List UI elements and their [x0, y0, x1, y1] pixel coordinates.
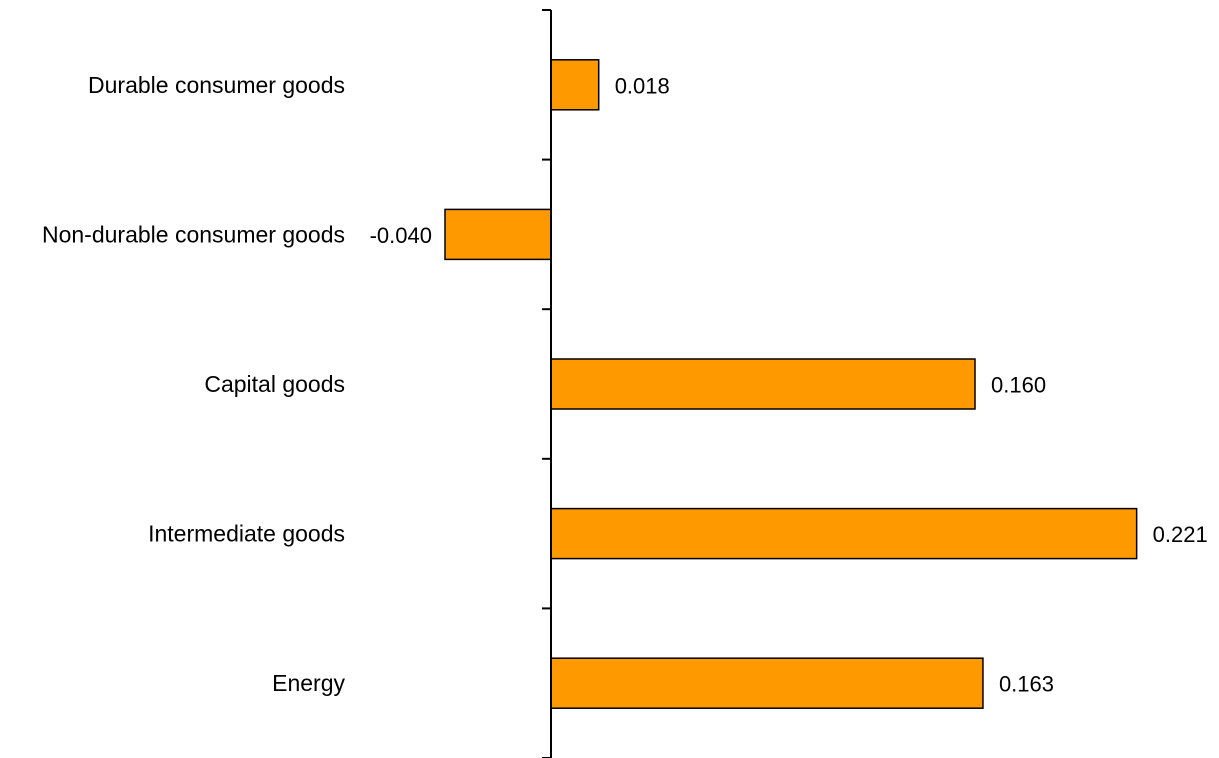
value-label: -0.040 — [370, 223, 432, 248]
category-label: Energy — [272, 670, 345, 696]
category-label: Capital goods — [204, 371, 345, 397]
bar — [550, 59, 600, 111]
bar — [444, 208, 552, 261]
bar — [550, 657, 984, 709]
value-label: 0.163 — [999, 672, 1054, 697]
bars — [444, 59, 1138, 709]
bar — [550, 507, 1138, 560]
category-label: Intermediate goods — [148, 521, 345, 547]
value-labels: 0.018 -0.040 0.160 0.221 0.163 — [370, 73, 1208, 696]
value-label: 0.221 — [1153, 522, 1208, 547]
category-axis-ticks — [542, 9, 551, 758]
value-label: 0.018 — [615, 73, 670, 98]
category-label: Durable consumer goods — [88, 72, 345, 98]
bar — [550, 358, 976, 410]
category-labels: Durable consumer goods Non-durable consum… — [42, 72, 346, 696]
value-label: 0.160 — [991, 373, 1046, 398]
category-label: Non-durable consumer goods — [42, 221, 345, 247]
